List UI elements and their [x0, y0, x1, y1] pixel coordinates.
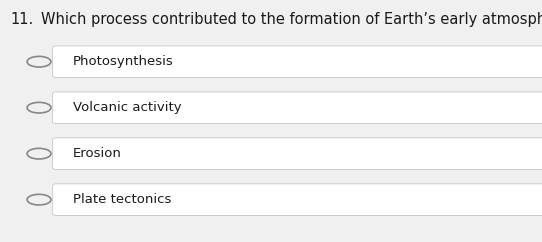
Text: Plate tectonics: Plate tectonics: [73, 193, 172, 206]
Circle shape: [27, 102, 51, 113]
FancyBboxPatch shape: [53, 184, 542, 216]
FancyBboxPatch shape: [53, 46, 542, 77]
Text: Which process contributed to the formation of Earth’s early atmosphere?: Which process contributed to the formati…: [41, 12, 542, 27]
Circle shape: [27, 56, 51, 67]
Circle shape: [27, 148, 51, 159]
FancyBboxPatch shape: [53, 138, 542, 169]
Text: Volcanic activity: Volcanic activity: [73, 101, 182, 114]
Circle shape: [27, 194, 51, 205]
Text: Photosynthesis: Photosynthesis: [73, 55, 174, 68]
Text: 11.: 11.: [11, 12, 34, 27]
Text: Erosion: Erosion: [73, 147, 122, 160]
FancyBboxPatch shape: [53, 92, 542, 123]
